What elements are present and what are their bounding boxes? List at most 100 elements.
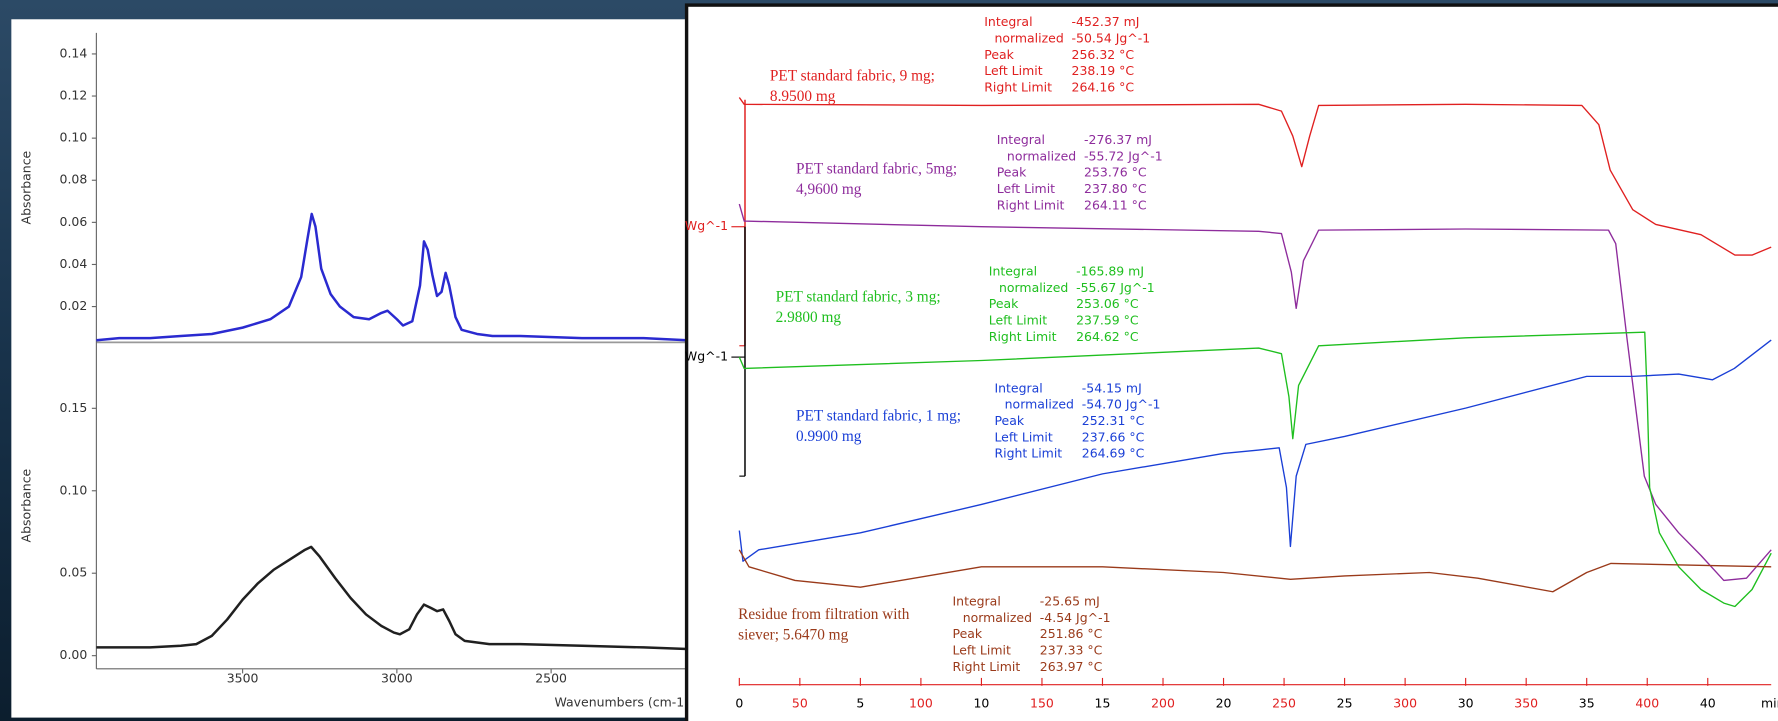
result-value: 253.06 °C [1076,296,1139,311]
x2-tick-label: 300 [1393,695,1417,710]
result-label: Integral [994,380,1042,395]
dsc-panel: 051015202530354050100150200250300350400m… [685,3,1778,721]
x-tick-label: 3000 [381,671,413,686]
result-label: normalized [994,30,1063,45]
sample-label: 2.9800 mg [776,309,842,326]
screenshot: 0.02 0.04 0.06 0.08 0.10 0.12 0.14 Absorbance 0.… [0,0,1778,721]
result-value: -276.37 mJ [1084,132,1152,147]
y-axis-label: Absorbance [19,151,34,225]
result-label: Peak [994,413,1024,428]
result-label: Peak [997,165,1027,180]
result-value: 264.11 °C [1084,197,1147,212]
result-value: 237.80 °C [1084,181,1147,196]
result-value: 238.19 °C [1072,63,1135,78]
x2-tick-label: 100 [909,695,933,710]
result-value: -55.67 Jg^-1 [1076,280,1155,295]
result-value: -50.54 Jg^-1 [1072,30,1151,45]
ir-panel: 0.02 0.04 0.06 0.08 0.10 0.12 0.14 Absorbance 0.… [11,19,689,717]
result-value: 237.66 °C [1082,429,1145,444]
result-label: Left Limit [989,313,1047,328]
result-value: 237.59 °C [1076,313,1139,328]
sample-label: 0.9900 mg [796,428,862,445]
y-tick-label: 0.10 [60,130,88,145]
y-tick-label: 0.02 [60,298,88,313]
result-value: 237.33 °C [1040,642,1103,657]
sample-label: 4,9600 mg [796,181,862,198]
result-label: Peak [989,296,1019,311]
result-label: Left Limit [953,642,1011,657]
result-label: Peak [984,47,1014,62]
result-label: Integral [984,14,1032,29]
result-value: 256.32 °C [1072,47,1135,62]
x-axis-label: Wavenumbers (cm-1) [554,694,689,709]
result-label: Integral [953,593,1001,608]
result-value: 251.86 °C [1040,626,1103,641]
y-tick-label: 0.08 [60,172,88,187]
result-label: Peak [953,626,983,641]
result-value: -165.89 mJ [1076,264,1144,279]
result-label: Left Limit [984,63,1042,78]
result-value: -54.15 mJ [1082,380,1142,395]
y-tick-label: 0.04 [60,256,88,271]
x-tick-label: 40 [1700,695,1716,710]
y-axis-label: Absorbance [19,469,34,543]
sample-label: PET standard fabric, 1 mg; [796,408,961,425]
y-tick-label: 0.06 [60,214,88,229]
result-value: 264.62 °C [1076,329,1139,344]
x2-tick-label: 150 [1030,695,1054,710]
result-label: Left Limit [997,181,1055,196]
sample-label: siever; 5.6470 mg [738,626,848,643]
result-value: -25.65 mJ [1040,593,1100,608]
y-tick-label: 0.15 [60,400,88,415]
result-value: 264.16 °C [1072,79,1135,94]
x-tick-label: 30 [1458,695,1474,710]
result-value: -4.54 Jg^-1 [1040,610,1111,625]
x-tick-label: 20 [1216,695,1232,710]
scale-bar-label: Wg^-1 [685,349,728,364]
x-tick-label: 2500 [535,671,567,686]
result-label: Integral [997,132,1045,147]
result-label: normalized [963,610,1032,625]
result-value: 253.76 °C [1084,165,1147,180]
panel [11,19,687,717]
result-label: Integral [989,264,1037,279]
page: {"chart_data": [ {"type": "line", "ylabe… [0,0,1778,721]
x-tick-label: 25 [1337,695,1353,710]
result-label: Left Limit [994,429,1052,444]
x2-tick-label: 50 [792,695,808,710]
x-tick-label: 5 [856,695,864,710]
result-label: normalized [999,280,1068,295]
x-tick-label: 0 [735,695,743,710]
result-value: -452.37 mJ [1072,14,1140,29]
y-tick-label: 0.14 [60,45,88,60]
x-tick-label: 3500 [227,671,259,686]
y-tick-label: 0.05 [60,565,88,580]
result-label: Right Limit [953,659,1021,674]
result-value: 252.31 °C [1082,413,1145,428]
sample-label: PET standard fabric, 5mg; [796,161,957,178]
result-value: -55.72 Jg^-1 [1084,148,1163,163]
result-value: 263.97 °C [1040,659,1103,674]
result-value: 264.69 °C [1082,446,1145,461]
result-label: Right Limit [989,329,1057,344]
sample-label: Residue from filtration with [738,606,910,623]
x-tick-label: 15 [1095,695,1111,710]
x2-tick-label: 350 [1514,695,1538,710]
sample-label: PET standard fabric, 9 mg; [770,68,935,85]
x2-tick-label: 250 [1272,695,1296,710]
x-tick-label: 35 [1579,695,1595,710]
x-tick-label: 10 [973,695,989,710]
x2-tick-label: 200 [1151,695,1175,710]
y-tick-label: 0.00 [60,647,88,662]
scale-bar-label: Wg^-1 [685,218,728,233]
result-value: -54.70 Jg^-1 [1082,397,1161,412]
result-label: Right Limit [994,446,1062,461]
result-label: Right Limit [984,79,1052,94]
result-label: Right Limit [997,197,1065,212]
sample-label: PET standard fabric, 3 mg; [776,289,941,306]
sample-label: 8.9500 mg [770,88,836,105]
y-tick-label: 0.12 [60,88,88,103]
x-axis-label: min [1761,695,1778,710]
y-tick-label: 0.10 [60,482,88,497]
result-label: normalized [1005,397,1074,412]
